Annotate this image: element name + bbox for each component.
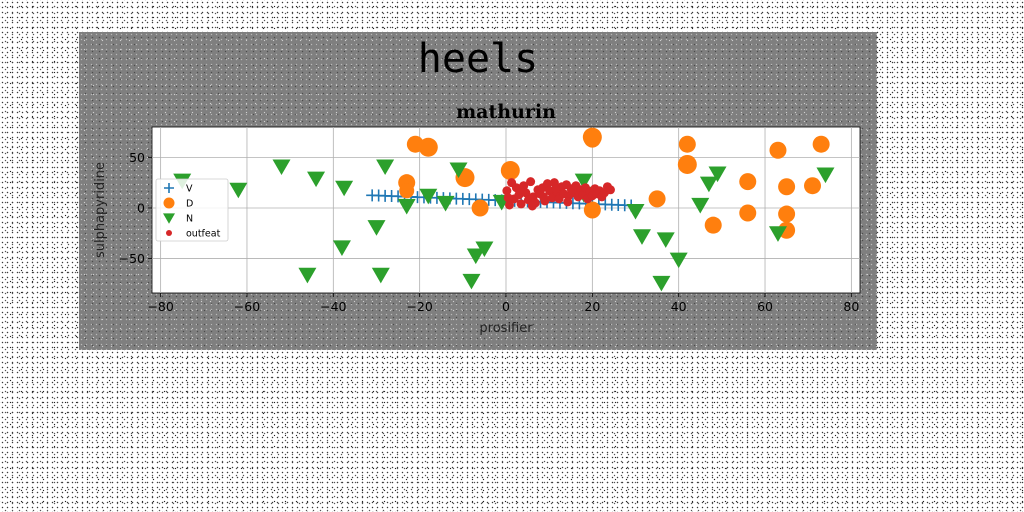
data-point <box>332 240 351 257</box>
legend-box <box>155 178 229 242</box>
data-point <box>739 204 757 222</box>
data-point <box>656 232 675 248</box>
data-point <box>669 252 688 269</box>
legend-marker <box>163 213 175 224</box>
x-tick-label: 40 <box>671 299 687 314</box>
data-point <box>475 241 494 258</box>
data-point <box>652 275 671 292</box>
legend-entry-label: outfeat <box>186 229 221 240</box>
series-d <box>398 127 830 239</box>
data-point <box>436 195 455 212</box>
data-point <box>812 135 830 153</box>
data-point <box>502 186 512 196</box>
data-point <box>515 185 525 195</box>
x-tick-label: −80 <box>147 299 173 314</box>
data-point <box>632 229 651 245</box>
x-tick-label: 60 <box>757 299 773 314</box>
data-point <box>677 154 697 174</box>
legend-entry-label: D <box>186 199 193 210</box>
legend-marker <box>164 183 174 193</box>
data-point <box>229 182 248 199</box>
data-point <box>699 176 718 193</box>
series-outfeat <box>502 177 615 211</box>
data-point <box>419 188 438 205</box>
data-point <box>778 205 796 223</box>
data-point <box>335 180 354 197</box>
data-point <box>563 197 573 207</box>
legend-entry-label: N <box>186 214 193 225</box>
y-tick-label: −50 <box>119 251 145 266</box>
x-tick-label: 80 <box>843 299 859 314</box>
data-point <box>704 216 722 234</box>
data-point <box>769 141 787 159</box>
data-point <box>778 178 796 196</box>
figure-suptitle: heels <box>418 36 538 82</box>
data-point <box>516 199 526 209</box>
data-point <box>399 183 415 199</box>
data-point <box>778 221 796 239</box>
data-point <box>418 137 438 157</box>
data-point <box>816 167 835 184</box>
legend-entry-label: V <box>186 184 193 195</box>
axis-ticks: −80 −60 −40 −20 0 20 40 60 80 −50 0 50 <box>119 150 860 314</box>
data-point <box>574 173 593 190</box>
x-axis-label: prosifier <box>479 321 533 336</box>
data-point <box>371 267 390 284</box>
x-tick-label: 20 <box>584 299 600 314</box>
data-point <box>376 159 395 176</box>
data-point <box>626 203 645 220</box>
data-point <box>471 199 489 217</box>
data-point <box>527 201 537 211</box>
data-point <box>397 198 416 215</box>
data-point <box>462 273 481 290</box>
legend-marker <box>163 197 175 209</box>
y-tick-label: 50 <box>129 150 145 165</box>
chart-title: mathurin <box>456 101 556 123</box>
data-point <box>272 159 291 176</box>
legend-marker <box>166 230 172 236</box>
x-tick-label: −60 <box>234 299 260 314</box>
y-axis-label: sulphapyridine <box>93 162 108 258</box>
data-point <box>691 197 710 214</box>
data-point <box>367 220 386 236</box>
data-point <box>678 135 696 153</box>
data-point <box>605 185 615 195</box>
data-marks <box>173 127 835 292</box>
data-point <box>583 201 601 219</box>
data-point <box>547 193 557 203</box>
data-point <box>449 162 468 179</box>
data-point <box>648 190 666 208</box>
data-point <box>542 179 552 189</box>
data-point <box>307 171 326 188</box>
data-point <box>504 200 514 210</box>
data-point <box>583 130 601 148</box>
figure: heels mathurin −80 −60 −40 −20 0 20 40 60 80 −50 0… <box>79 32 877 350</box>
chart: heels mathurin −80 −60 −40 −20 0 20 40 60 80 −50 0… <box>93 36 861 336</box>
data-point <box>539 192 549 202</box>
data-point <box>708 166 727 183</box>
data-point <box>804 177 822 195</box>
x-tick-label: 0 <box>502 299 510 314</box>
data-point <box>466 248 485 265</box>
data-point <box>768 226 787 242</box>
data-point <box>551 184 561 194</box>
data-point <box>739 173 757 191</box>
data-point <box>503 193 513 203</box>
data-point <box>500 161 520 181</box>
x-tick-label: −20 <box>406 299 432 314</box>
x-tick-label: −40 <box>320 299 346 314</box>
data-point <box>526 177 536 187</box>
y-tick-label: 0 <box>137 200 145 215</box>
data-point <box>298 267 317 284</box>
